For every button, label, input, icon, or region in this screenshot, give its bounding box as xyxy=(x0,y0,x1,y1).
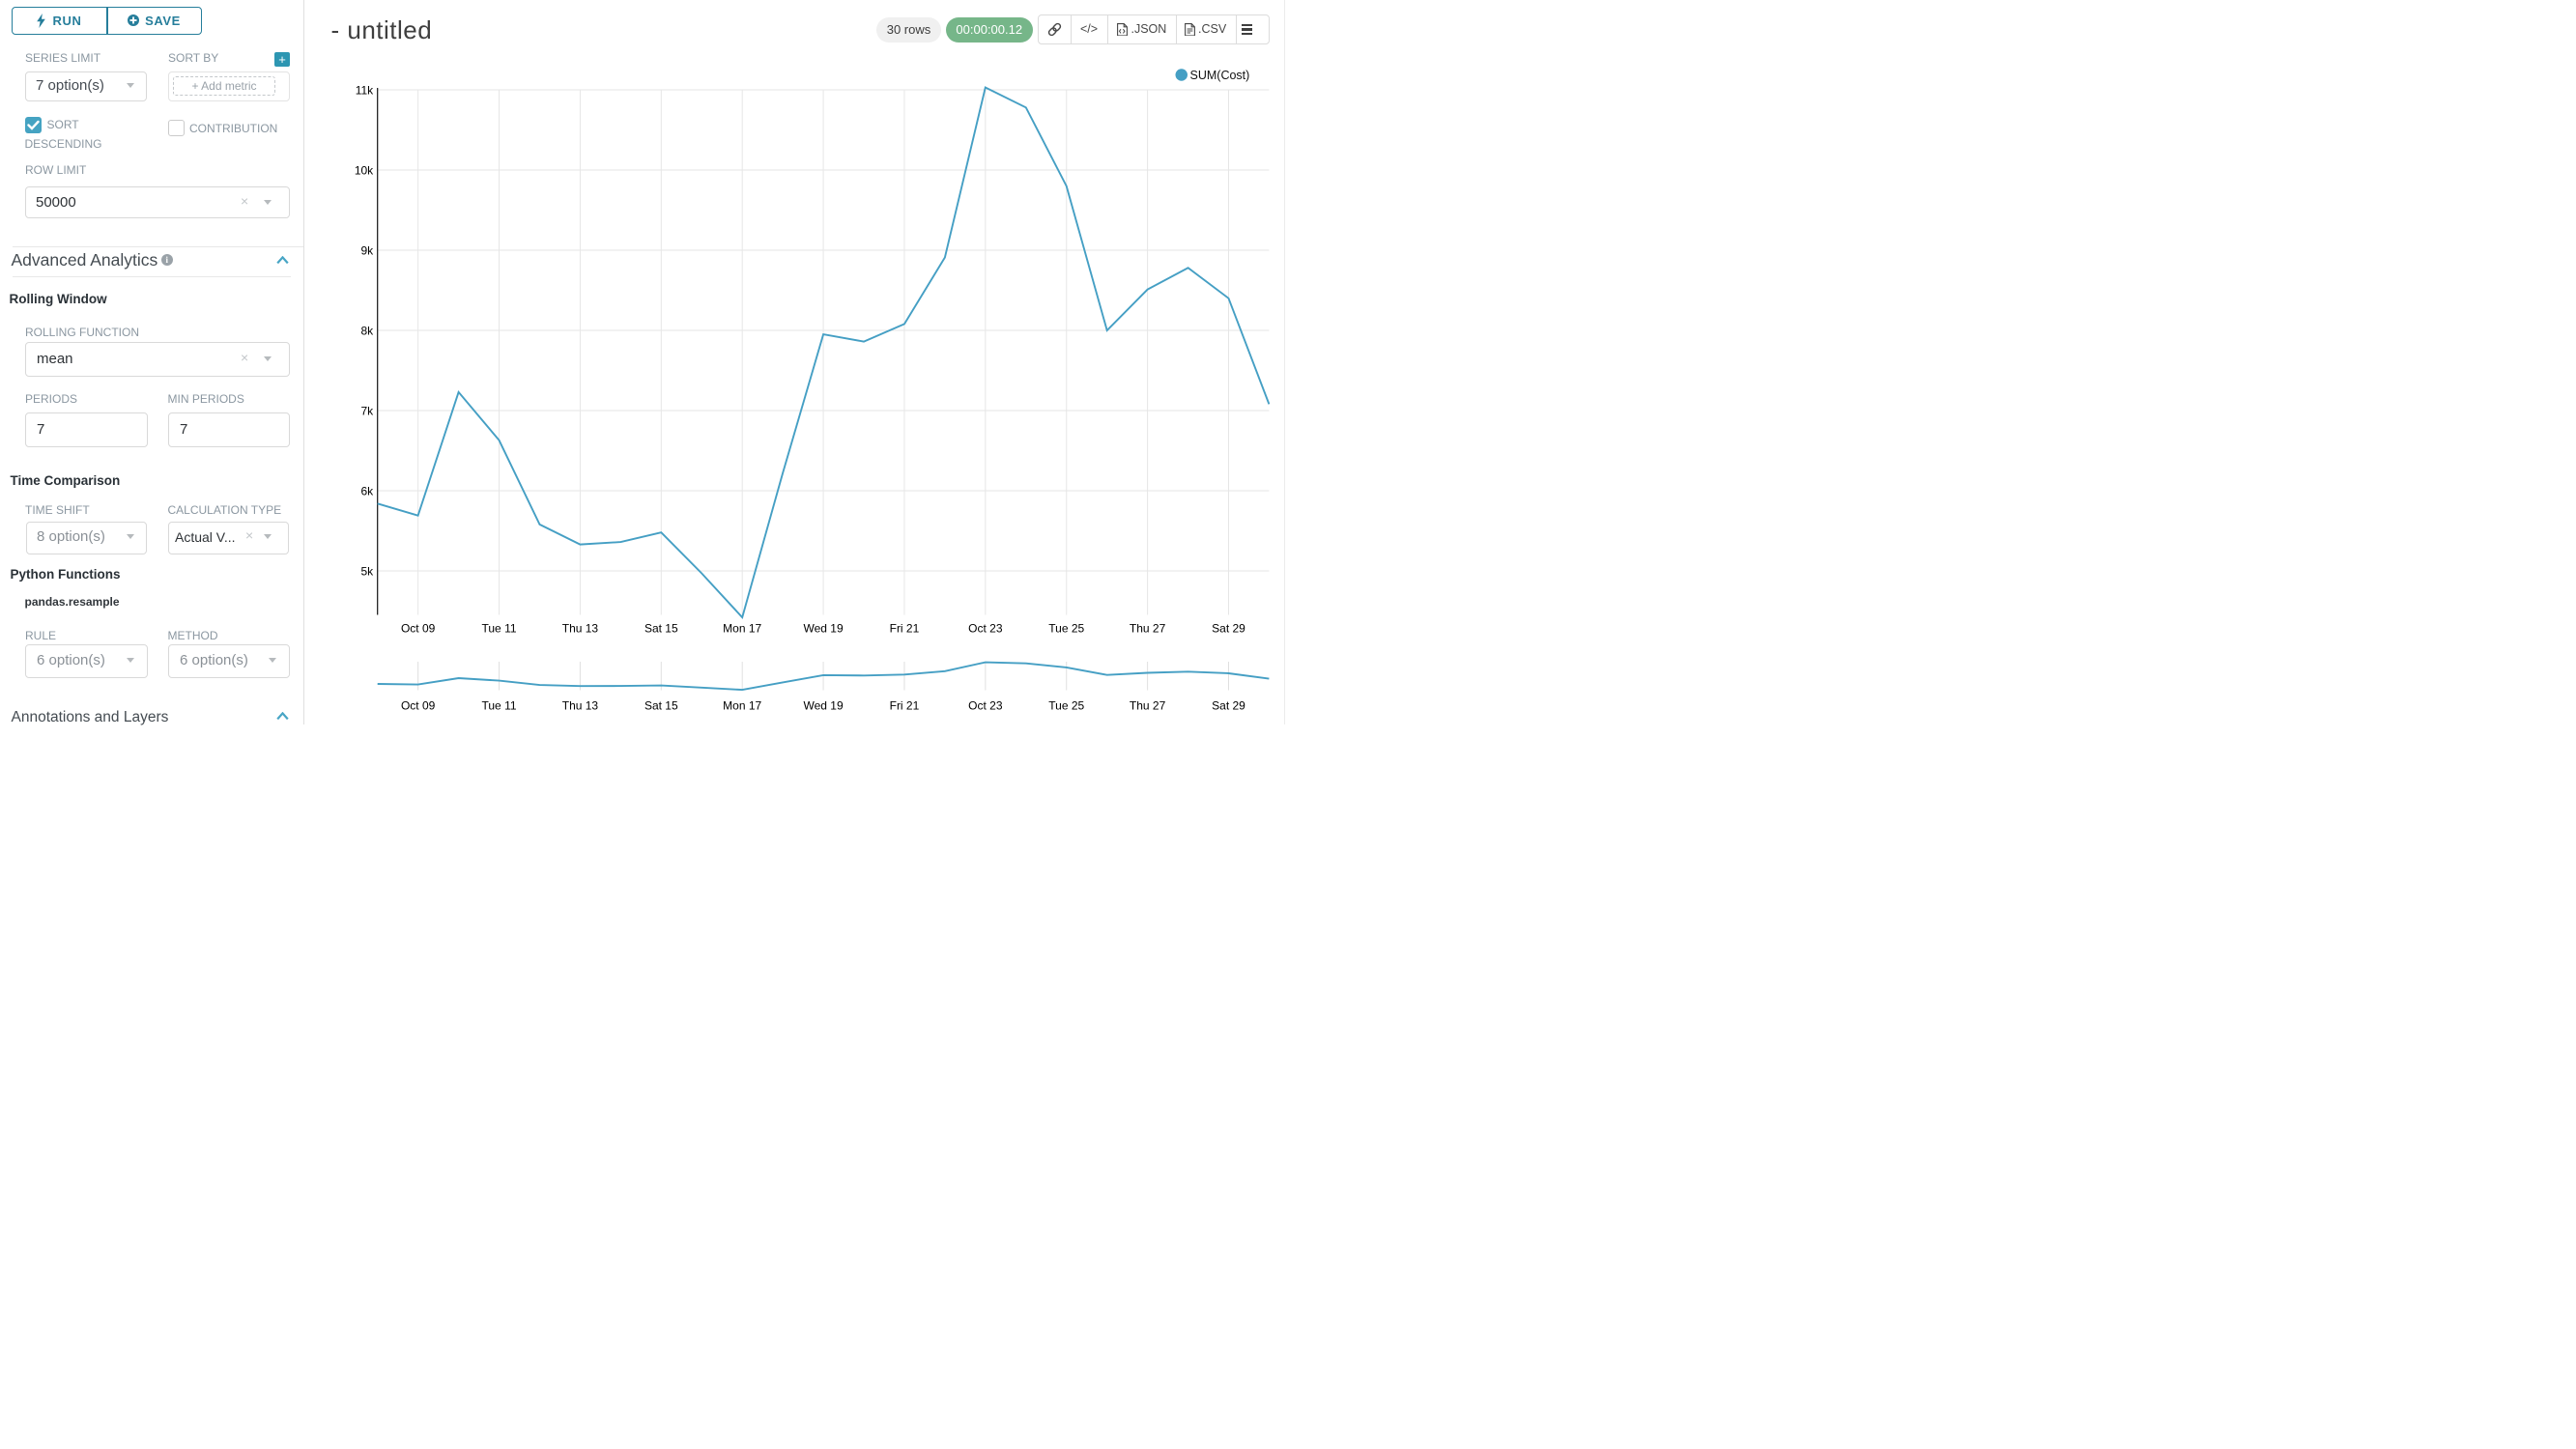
svg-text:Mon 17: Mon 17 xyxy=(723,699,761,713)
svg-text:Wed 19: Wed 19 xyxy=(804,622,844,636)
svg-text:5k: 5k xyxy=(361,565,375,579)
svg-text:10k: 10k xyxy=(355,164,374,178)
svg-text:Tue 11: Tue 11 xyxy=(482,622,517,636)
svg-text:11k: 11k xyxy=(356,84,374,98)
svg-text:Fri 21: Fri 21 xyxy=(890,699,920,713)
svg-text:Sat 29: Sat 29 xyxy=(1212,699,1245,713)
svg-text:Tue 25: Tue 25 xyxy=(1048,622,1084,636)
svg-text:Oct 09: Oct 09 xyxy=(401,622,436,636)
svg-text:7k: 7k xyxy=(361,405,375,418)
svg-text:8k: 8k xyxy=(361,325,375,338)
svg-text:Thu 13: Thu 13 xyxy=(562,699,599,713)
svg-text:Oct 23: Oct 23 xyxy=(968,622,1003,636)
svg-text:6k: 6k xyxy=(361,485,375,498)
svg-text:Sat 29: Sat 29 xyxy=(1212,622,1245,636)
svg-text:Sat 15: Sat 15 xyxy=(644,622,678,636)
svg-text:Sat 15: Sat 15 xyxy=(644,699,678,713)
svg-text:Fri 21: Fri 21 xyxy=(890,622,920,636)
svg-text:Thu 27: Thu 27 xyxy=(1130,699,1166,713)
svg-text:Thu 27: Thu 27 xyxy=(1130,622,1166,636)
svg-text:Mon 17: Mon 17 xyxy=(723,622,761,636)
svg-text:Tue 25: Tue 25 xyxy=(1048,699,1084,713)
svg-text:Thu 13: Thu 13 xyxy=(562,622,599,636)
svg-text:9k: 9k xyxy=(361,244,375,258)
svg-text:Tue 11: Tue 11 xyxy=(482,699,517,713)
svg-text:Wed 19: Wed 19 xyxy=(804,699,844,713)
svg-text:Oct 09: Oct 09 xyxy=(401,699,436,713)
svg-text:SUM(Cost): SUM(Cost) xyxy=(1190,69,1250,82)
svg-text:Oct 23: Oct 23 xyxy=(968,699,1003,713)
